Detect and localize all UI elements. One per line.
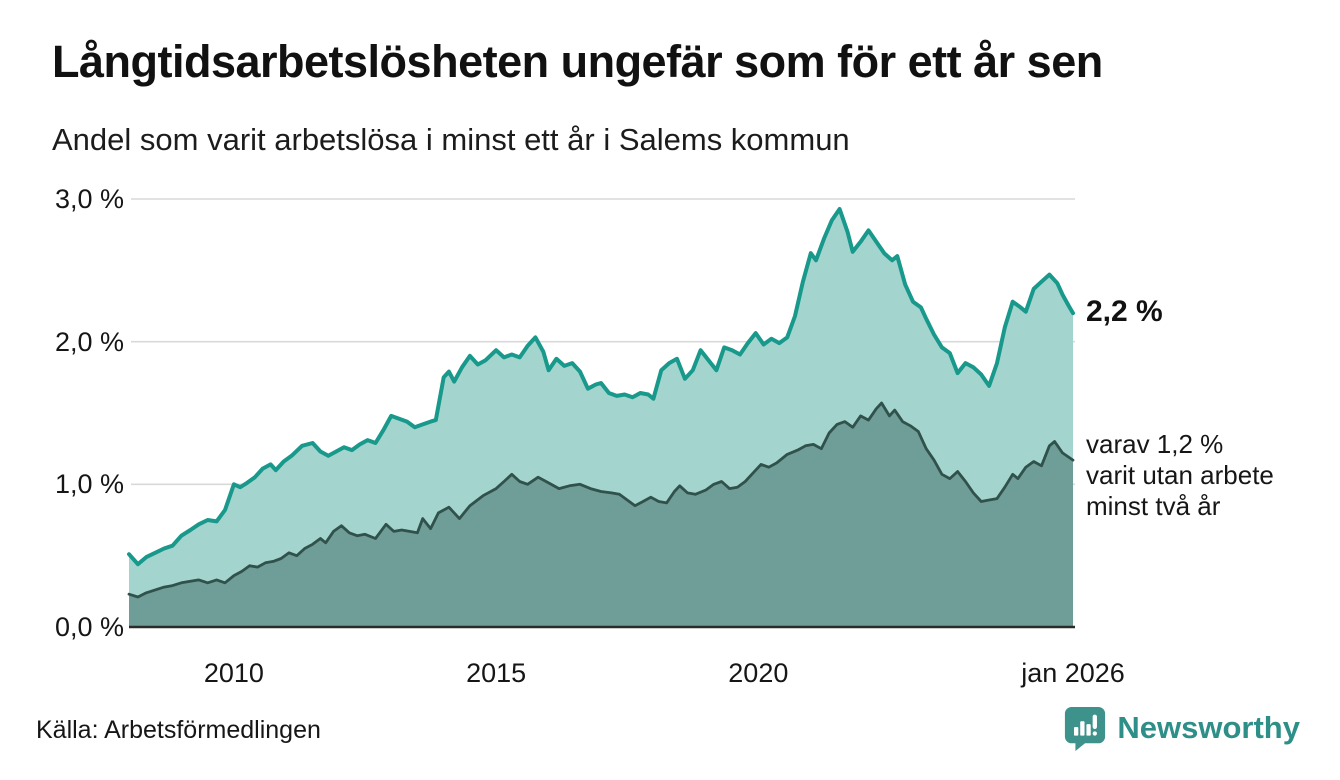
series-line-2 [127,401,1075,599]
series2-note-line: varit utan arbete [1086,460,1274,491]
x-tick-label: 2010 [203,658,264,688]
series2-note-line: minst två år [1086,491,1221,522]
y-tick-label: 0,0 % [54,612,124,642]
series1-end-value-label: 2,2 % [1086,295,1163,329]
x-tick-label: 2015 [466,658,527,688]
y-tick-label: 2,0 % [54,326,124,357]
page-title: Långtidsarbetslösheten ungefär som för e… [52,36,1103,87]
x-tick-label: 2020 [728,658,789,688]
newsworthy-wordmark: Newsworthy [1117,710,1300,745]
x-tick-label: jan 2026 [1021,658,1125,688]
source-caption: Källa: Arbetsförmedlingen [36,716,321,744]
newsworthy-logo-icon [1065,706,1106,751]
series2-note-line: varav 1,2 % [1086,429,1224,460]
series-area-2 [129,403,1073,627]
series2-end-note-label: varav 1,2 % varit utan arbete minst två … [1086,429,1274,522]
chart-subtitle: Andel som varit arbetslösa i minst ett å… [52,122,850,157]
y-tick-label: 1,0 % [54,469,124,500]
newsworthy-logo[interactable]: Newsworthy [1063,704,1300,752]
series-line-1 [127,207,1075,567]
y-tick-label: 3,0 % [54,184,124,214]
